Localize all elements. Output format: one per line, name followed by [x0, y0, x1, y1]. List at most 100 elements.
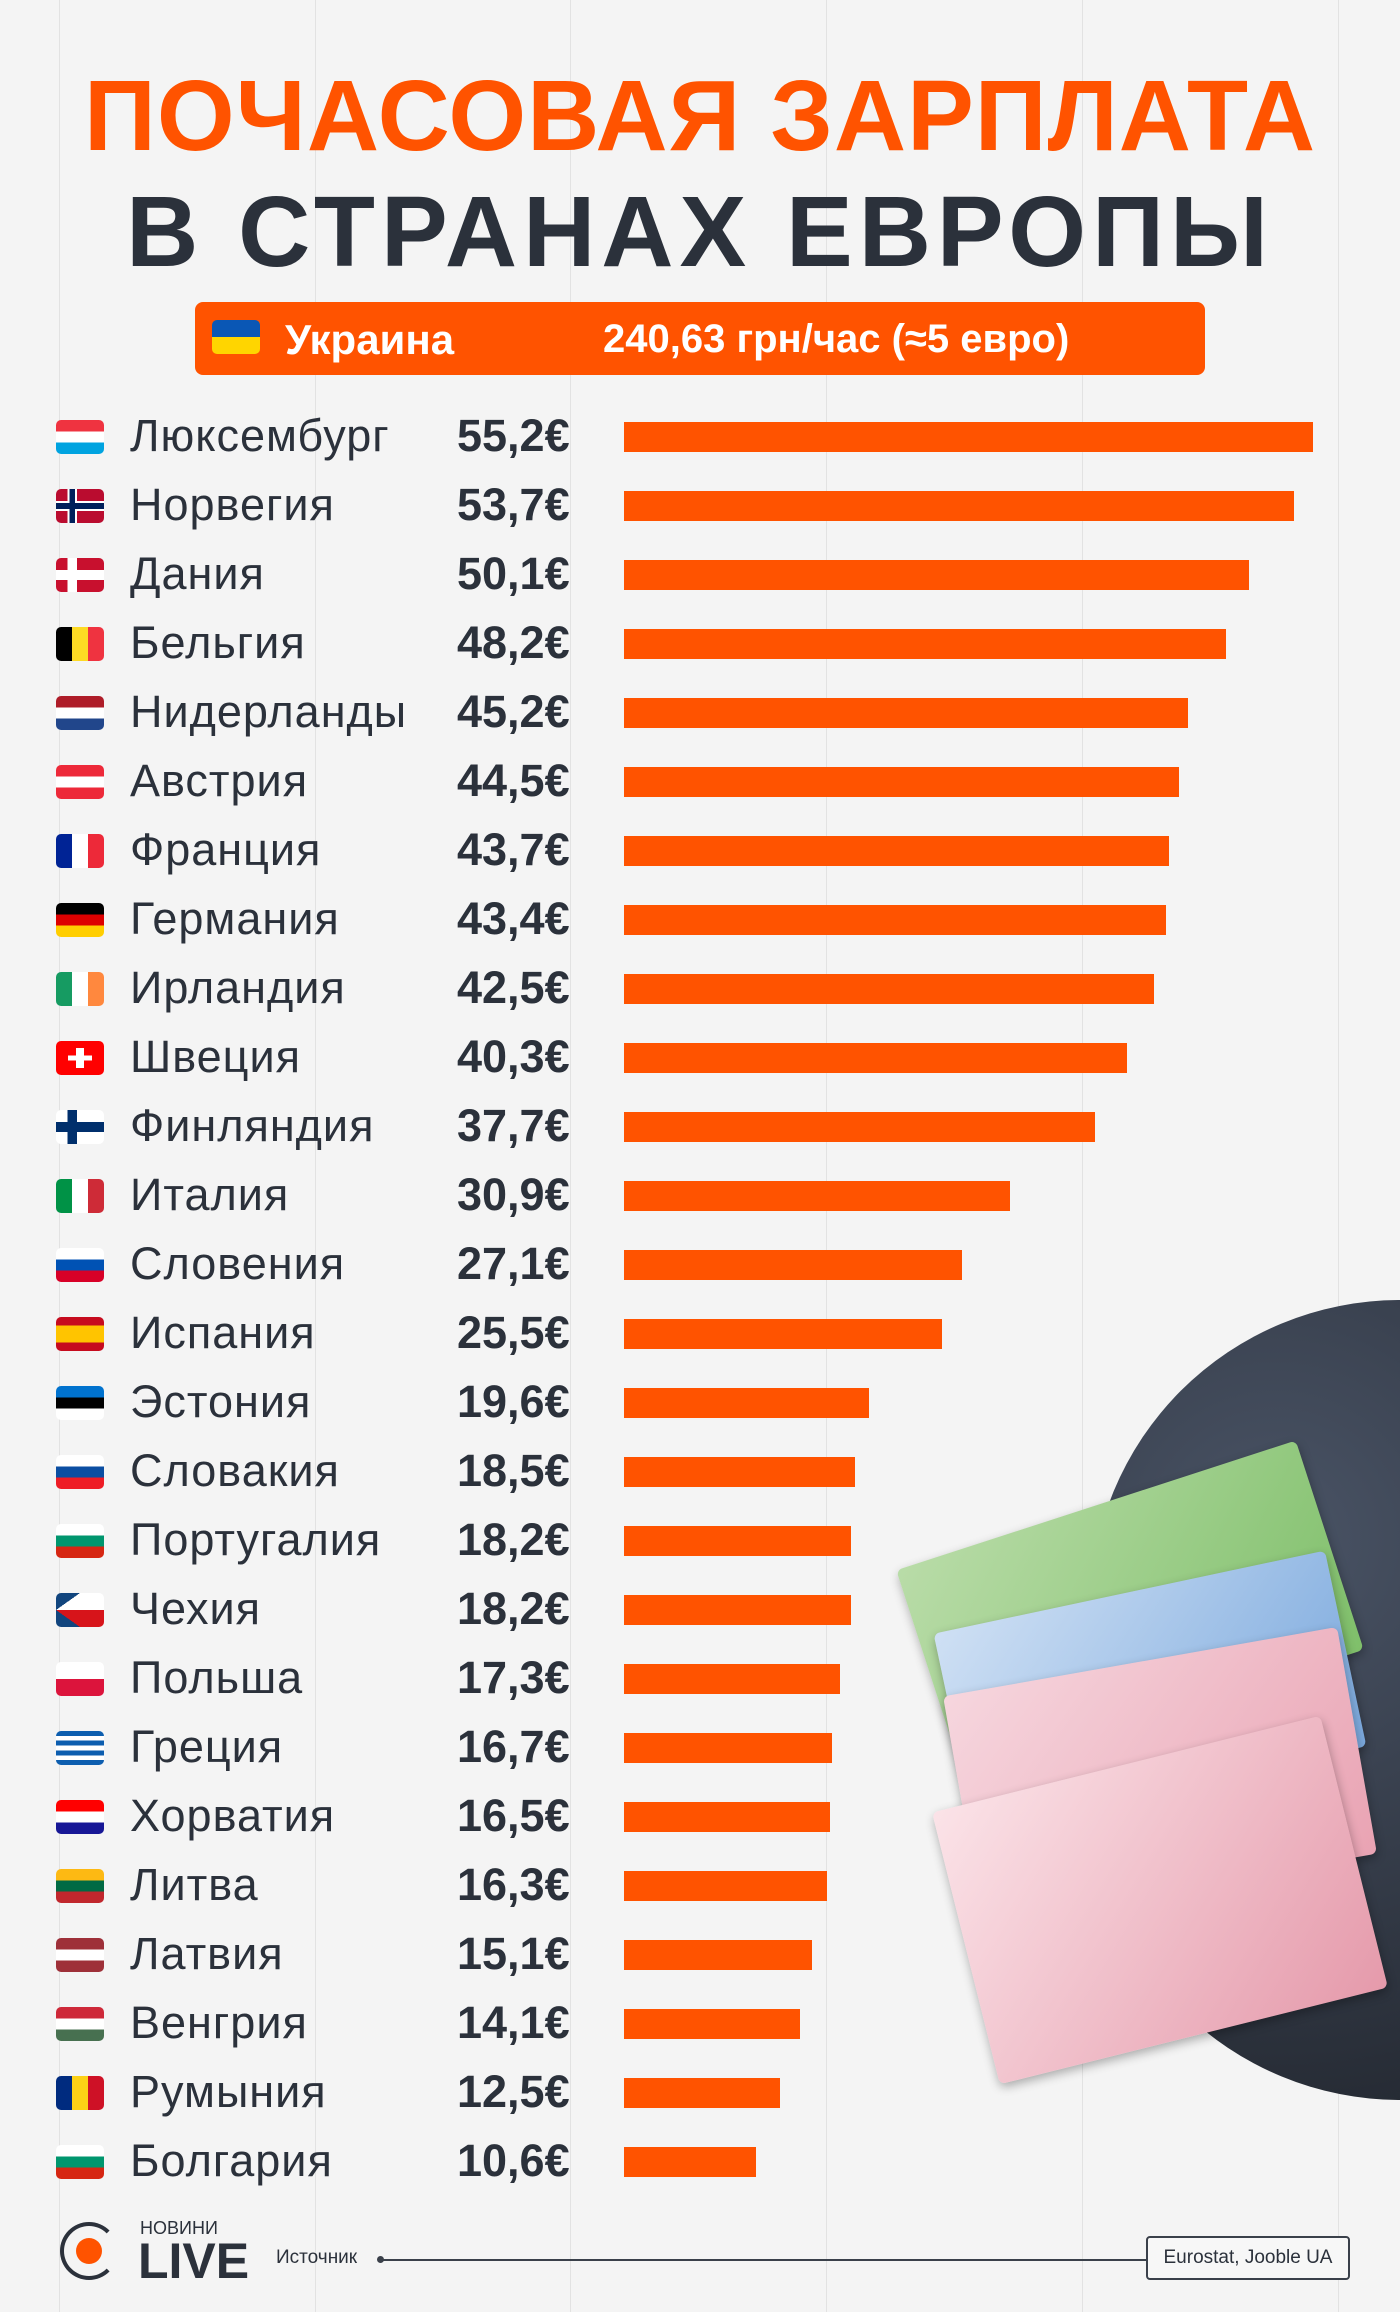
logo-big-text: LIVE	[138, 2233, 250, 2289]
data-label: 37,7€	[457, 1100, 570, 1151]
data-label: 18,2€	[457, 1583, 570, 1634]
flag-icon	[56, 1248, 104, 1282]
bar	[624, 905, 1166, 935]
data-label: 44,5€	[457, 755, 570, 806]
bar	[624, 422, 1313, 452]
flag-icon	[56, 1179, 104, 1213]
category-label: Франция	[130, 824, 322, 875]
flag-icon	[56, 1662, 104, 1696]
flag-icon	[56, 1386, 104, 1420]
bar	[624, 974, 1155, 1004]
category-label: Австрия	[130, 755, 309, 806]
flag-icon	[56, 972, 104, 1006]
ukraine-banner: Украина 240,63 грн/час (≈5 евро)	[195, 302, 1205, 375]
bar	[624, 1664, 840, 1694]
data-label: 43,4€	[457, 893, 570, 944]
data-label: 40,3€	[457, 1031, 570, 1082]
category-label: Германия	[130, 893, 340, 944]
flag-icon	[56, 1731, 104, 1765]
category-label: Польша	[130, 1652, 304, 1703]
data-label: 16,3€	[457, 1859, 570, 1910]
flag-icon	[56, 1800, 104, 1834]
data-label: 18,5€	[457, 1445, 570, 1496]
flag-icon	[56, 489, 104, 523]
bar	[624, 1043, 1128, 1073]
category-label: Греция	[130, 1721, 284, 1772]
category-label: Хорватия	[130, 1790, 336, 1841]
flag-icon	[56, 558, 104, 592]
bar	[624, 1940, 813, 1970]
category-label: Италия	[130, 1169, 290, 1220]
bar	[624, 1112, 1095, 1142]
bar	[624, 1595, 852, 1625]
bar	[624, 1526, 852, 1556]
logo-dot-icon	[76, 2238, 102, 2264]
bar	[624, 1319, 943, 1349]
category-label: Люксембург	[130, 410, 390, 461]
gridline	[1338, 0, 1339, 2312]
data-label: 14,1€	[457, 1997, 570, 2048]
bar	[624, 1388, 869, 1418]
category-label: Болгария	[130, 2135, 333, 2186]
category-label: Норвегия	[130, 479, 335, 530]
bar	[624, 2147, 757, 2177]
bar	[624, 2078, 781, 2108]
logo-ring-icon	[60, 2222, 118, 2280]
flag-icon	[56, 1593, 104, 1627]
data-label: 48,2€	[457, 617, 570, 668]
category-label: Бельгия	[130, 617, 306, 668]
category-label: Португалия	[130, 1514, 382, 1565]
flag-icon	[56, 627, 104, 661]
flag-icon	[56, 834, 104, 868]
data-label: 45,2€	[457, 686, 570, 737]
bar	[624, 629, 1226, 659]
data-label: 43,7€	[457, 824, 570, 875]
flag-icon	[56, 1938, 104, 1972]
data-label: 50,1€	[457, 548, 570, 599]
category-label: Чехия	[130, 1583, 262, 1634]
bar	[624, 1871, 828, 1901]
category-label: Румыния	[130, 2066, 327, 2117]
source-label: Источник	[276, 2247, 358, 2268]
flag-icon	[56, 1110, 104, 1144]
flag-icon	[56, 1455, 104, 1489]
data-label: 17,3€	[457, 1652, 570, 1703]
gridline	[570, 0, 571, 2312]
data-label: 53,7€	[457, 479, 570, 530]
category-label: Швеция	[130, 1031, 301, 1082]
category-label: Эстония	[130, 1376, 312, 1427]
bar	[624, 1457, 855, 1487]
category-label: Испания	[130, 1307, 316, 1358]
category-label: Ирландия	[130, 962, 346, 1013]
category-label: Финляндия	[130, 1100, 375, 1151]
flag-icon	[56, 1869, 104, 1903]
bar	[624, 1250, 963, 1280]
flag-ukraine-icon	[212, 320, 260, 354]
category-label: Латвия	[130, 1928, 284, 1979]
data-label: 16,7€	[457, 1721, 570, 1772]
data-label: 10,6€	[457, 2135, 570, 2186]
data-label: 12,5€	[457, 2066, 570, 2117]
data-label: 55,2€	[457, 410, 570, 461]
flag-icon	[56, 903, 104, 937]
category-label: Венгрия	[130, 1997, 308, 2048]
title-line-1: ПОЧАСОВАЯ ЗАРПЛАТА	[83, 60, 1317, 172]
flag-icon	[56, 2076, 104, 2110]
category-label: Словакия	[130, 1445, 340, 1496]
flag-icon	[56, 696, 104, 730]
source-value: Eurostat, Jooble UA	[1146, 2236, 1350, 2280]
flag-icon	[56, 420, 104, 454]
title-line-2: В СТРАНАХ ЕВРОПЫ	[126, 176, 1274, 288]
data-label: 15,1€	[457, 1928, 570, 1979]
data-label: 19,6€	[457, 1376, 570, 1427]
category-label: Словения	[130, 1238, 346, 1289]
bar	[624, 1181, 1010, 1211]
bar	[624, 1733, 833, 1763]
data-label: 25,5€	[457, 1307, 570, 1358]
bar	[624, 767, 1180, 797]
gridline	[826, 0, 827, 2312]
bar	[624, 2009, 800, 2039]
data-label: 27,1€	[457, 1238, 570, 1289]
category-label: Дания	[130, 548, 265, 599]
source-connector-line	[380, 2259, 1147, 2261]
